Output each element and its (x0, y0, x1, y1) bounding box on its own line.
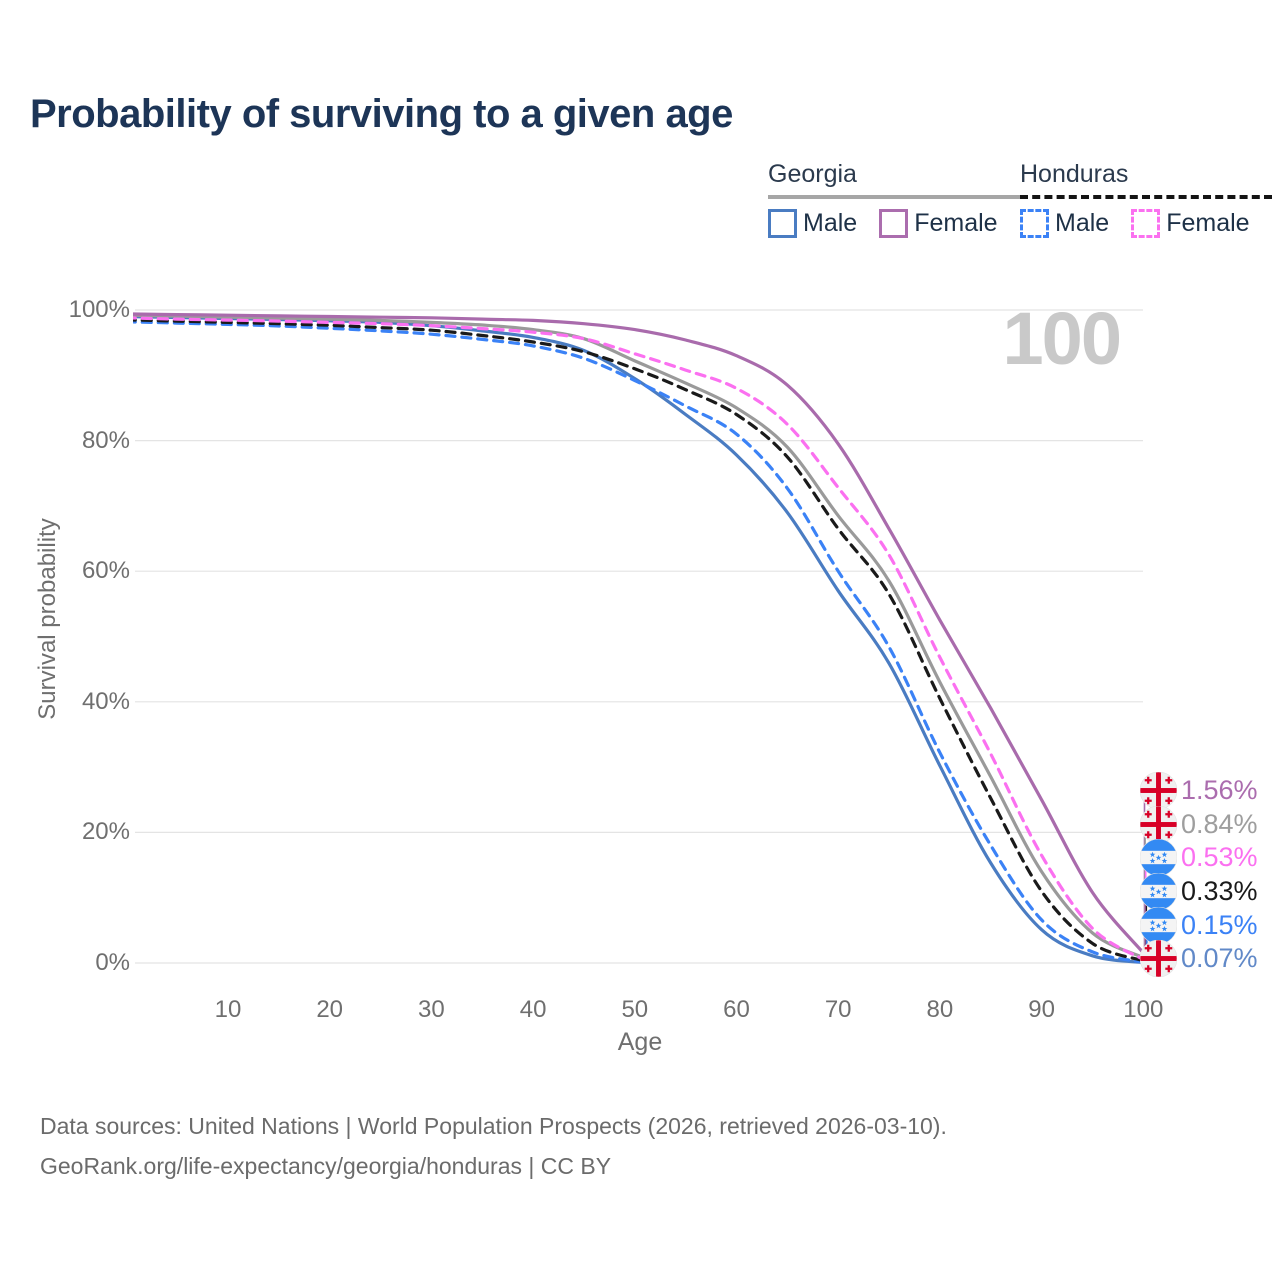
endpoint-row: 0.53% (1139, 839, 1258, 877)
footer-line1: Data sources: United Nations | World Pop… (40, 1113, 947, 1139)
legend-group-honduras: Honduras Male Female (1020, 160, 1272, 238)
endpoint-row: 0.07% (1139, 939, 1258, 978)
endpoint-labels: 1.56% 0.84% (1139, 771, 1258, 978)
curve-honduras-female (133, 316, 1145, 962)
endpoint-row: 1.56% (1139, 771, 1258, 810)
curve-honduras (133, 318, 1145, 963)
x-tick-label: 30 (418, 996, 445, 1023)
endpoint-row: 0.33% (1139, 872, 1258, 911)
georgia-flag-icon (1139, 805, 1178, 844)
legend-item-honduras-female[interactable]: Female (1131, 209, 1250, 238)
legend-item-georgia-male[interactable]: Male (768, 209, 857, 238)
x-axis-title: Age (617, 1028, 663, 1056)
gridlines (135, 309, 1143, 964)
hovered-age-watermark: 100 (1002, 297, 1122, 380)
georgia-male-checkbox[interactable] (768, 209, 797, 238)
honduras-flag-icon (1139, 872, 1178, 911)
curve-georgia-male (133, 315, 1145, 965)
y-tick-label: 0% (95, 949, 130, 976)
x-tick-label: 100 (1123, 996, 1164, 1023)
endpoint-row: 0.15% (1139, 906, 1258, 944)
georgia-flag-icon (1139, 939, 1178, 978)
legend-honduras-header: Honduras (1020, 160, 1129, 188)
x-tick-label: 10 (214, 996, 242, 1023)
x-tick-label: 40 (519, 996, 547, 1023)
legend-item-honduras-male[interactable]: Male (1020, 209, 1109, 238)
georgia-female-checkbox[interactable] (879, 209, 909, 238)
x-tick-label: 50 (621, 996, 649, 1023)
x-tick-label: 80 (926, 996, 954, 1023)
x-tick-label: 90 (1028, 996, 1055, 1023)
legend-group-georgia: Georgia Male Female (768, 160, 1020, 238)
curve-honduras-male (133, 320, 1145, 964)
y-tick-label: 100% (68, 296, 130, 323)
legend-georgia-header: Georgia (768, 160, 857, 188)
endpoint-value: 0.07% (1181, 943, 1258, 974)
y-tick-label: 40% (81, 687, 130, 715)
y-tick-label: 20% (81, 818, 130, 846)
legend-item-georgia-female[interactable]: Female (879, 209, 998, 238)
endpoint-value: 0.33% (1181, 876, 1258, 907)
curve-georgia (133, 313, 1145, 960)
legend-label: Female (914, 209, 998, 237)
x-tick-label: 20 (316, 996, 344, 1023)
footer-line2: GeoRank.org/life-expectancy/georgia/hond… (40, 1153, 612, 1179)
y-tick-label: 80% (81, 426, 130, 454)
endpoint-value: 0.15% (1181, 909, 1258, 940)
georgia-flag-icon (1139, 771, 1178, 810)
y-tick-label: 60% (81, 557, 130, 585)
x-tick-label: 60 (723, 996, 750, 1023)
endpoint-value: 1.56% (1181, 775, 1258, 806)
honduras-flag-icon (1139, 839, 1178, 877)
honduras-flag-icon (1139, 906, 1178, 944)
legend-label: Female (1166, 209, 1250, 237)
legend-label: Male (1055, 209, 1110, 237)
georgia-line-sample (768, 195, 1020, 199)
endpoint-value: 0.84% (1181, 808, 1258, 839)
endpoint-row: 0.84% (1139, 805, 1258, 844)
legend-label: Male (803, 209, 858, 237)
data-source-footer: Data sources: United Nations | World Pop… (40, 1106, 947, 1186)
honduras-line-sample (1020, 195, 1272, 199)
endpoint-value: 0.53% (1181, 842, 1258, 873)
honduras-female-checkbox[interactable] (1131, 209, 1161, 238)
curve-georgia-female (133, 312, 1145, 955)
x-tick-label: 70 (824, 996, 852, 1023)
honduras-male-checkbox[interactable] (1020, 209, 1049, 238)
page-title: Probability of surviving to a given age (30, 92, 733, 136)
survival-curves (133, 312, 1145, 965)
